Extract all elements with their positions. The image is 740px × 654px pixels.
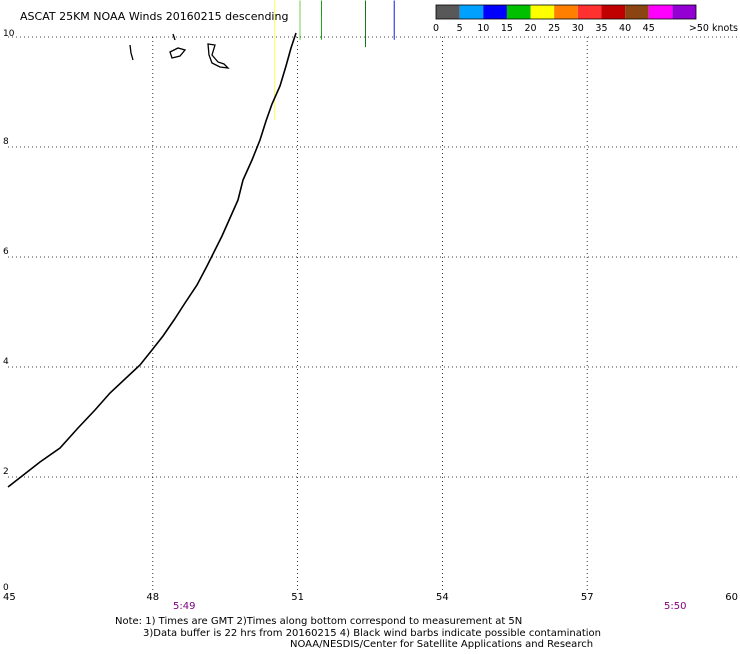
note-line: 3)Data buffer is 22 hrs from 20160215 4)… xyxy=(143,628,601,639)
x-tick-label: 51 xyxy=(291,592,304,603)
y-tick-label: 0 xyxy=(3,583,9,593)
colorbar-label: 35 xyxy=(595,23,607,34)
colorbar-swatch xyxy=(672,5,696,19)
x-tick-label: 54 xyxy=(436,592,449,603)
y-tick-label: 2 xyxy=(3,467,9,477)
x-tick-label: 45 xyxy=(3,592,16,603)
note-line: Note: 1) Times are GMT 2)Times along bot… xyxy=(115,616,522,627)
pass-time-label: 5:50 xyxy=(664,601,686,612)
colorbar-label: 15 xyxy=(501,23,513,34)
colorbar-swatch xyxy=(601,5,625,19)
colorbar-swatch xyxy=(578,5,602,19)
colorbar-label: 5 xyxy=(457,23,463,34)
colorbar-label: 30 xyxy=(572,23,584,34)
colorbar-swatch xyxy=(649,5,673,19)
x-tick-label: 48 xyxy=(146,592,159,603)
y-tick-label: 4 xyxy=(3,357,9,367)
map-title: ASCAT 25KM NOAA Winds 20160215 descendin… xyxy=(20,10,288,23)
colorbar-swatch xyxy=(554,5,578,19)
note-line: NOAA/NESDIS/Center for Satellite Applica… xyxy=(290,639,593,650)
x-tick-label: 57 xyxy=(581,592,594,603)
colorbar-label: 40 xyxy=(619,23,631,34)
colorbar-swatch xyxy=(436,5,460,19)
colorbar-swatch xyxy=(531,5,555,19)
colorbar-label: 0 xyxy=(433,23,439,34)
x-tick-label: 60 xyxy=(725,592,738,603)
y-tick-label: 8 xyxy=(3,137,9,147)
colorbar-label: 45 xyxy=(643,23,655,34)
colorbar-swatch xyxy=(483,5,507,19)
colorbar-label: 10 xyxy=(477,23,489,34)
colorbar-label: >50 knots xyxy=(689,23,738,34)
pass-time-label: 5:49 xyxy=(173,601,195,612)
colorbar-swatch xyxy=(625,5,649,19)
y-tick-label: 6 xyxy=(3,247,9,257)
colorbar-swatch xyxy=(460,5,484,19)
y-tick-label: 10 xyxy=(3,29,15,39)
colorbar-label: 25 xyxy=(548,23,560,34)
colorbar-swatch xyxy=(507,5,531,19)
colorbar-label: 20 xyxy=(524,23,536,34)
